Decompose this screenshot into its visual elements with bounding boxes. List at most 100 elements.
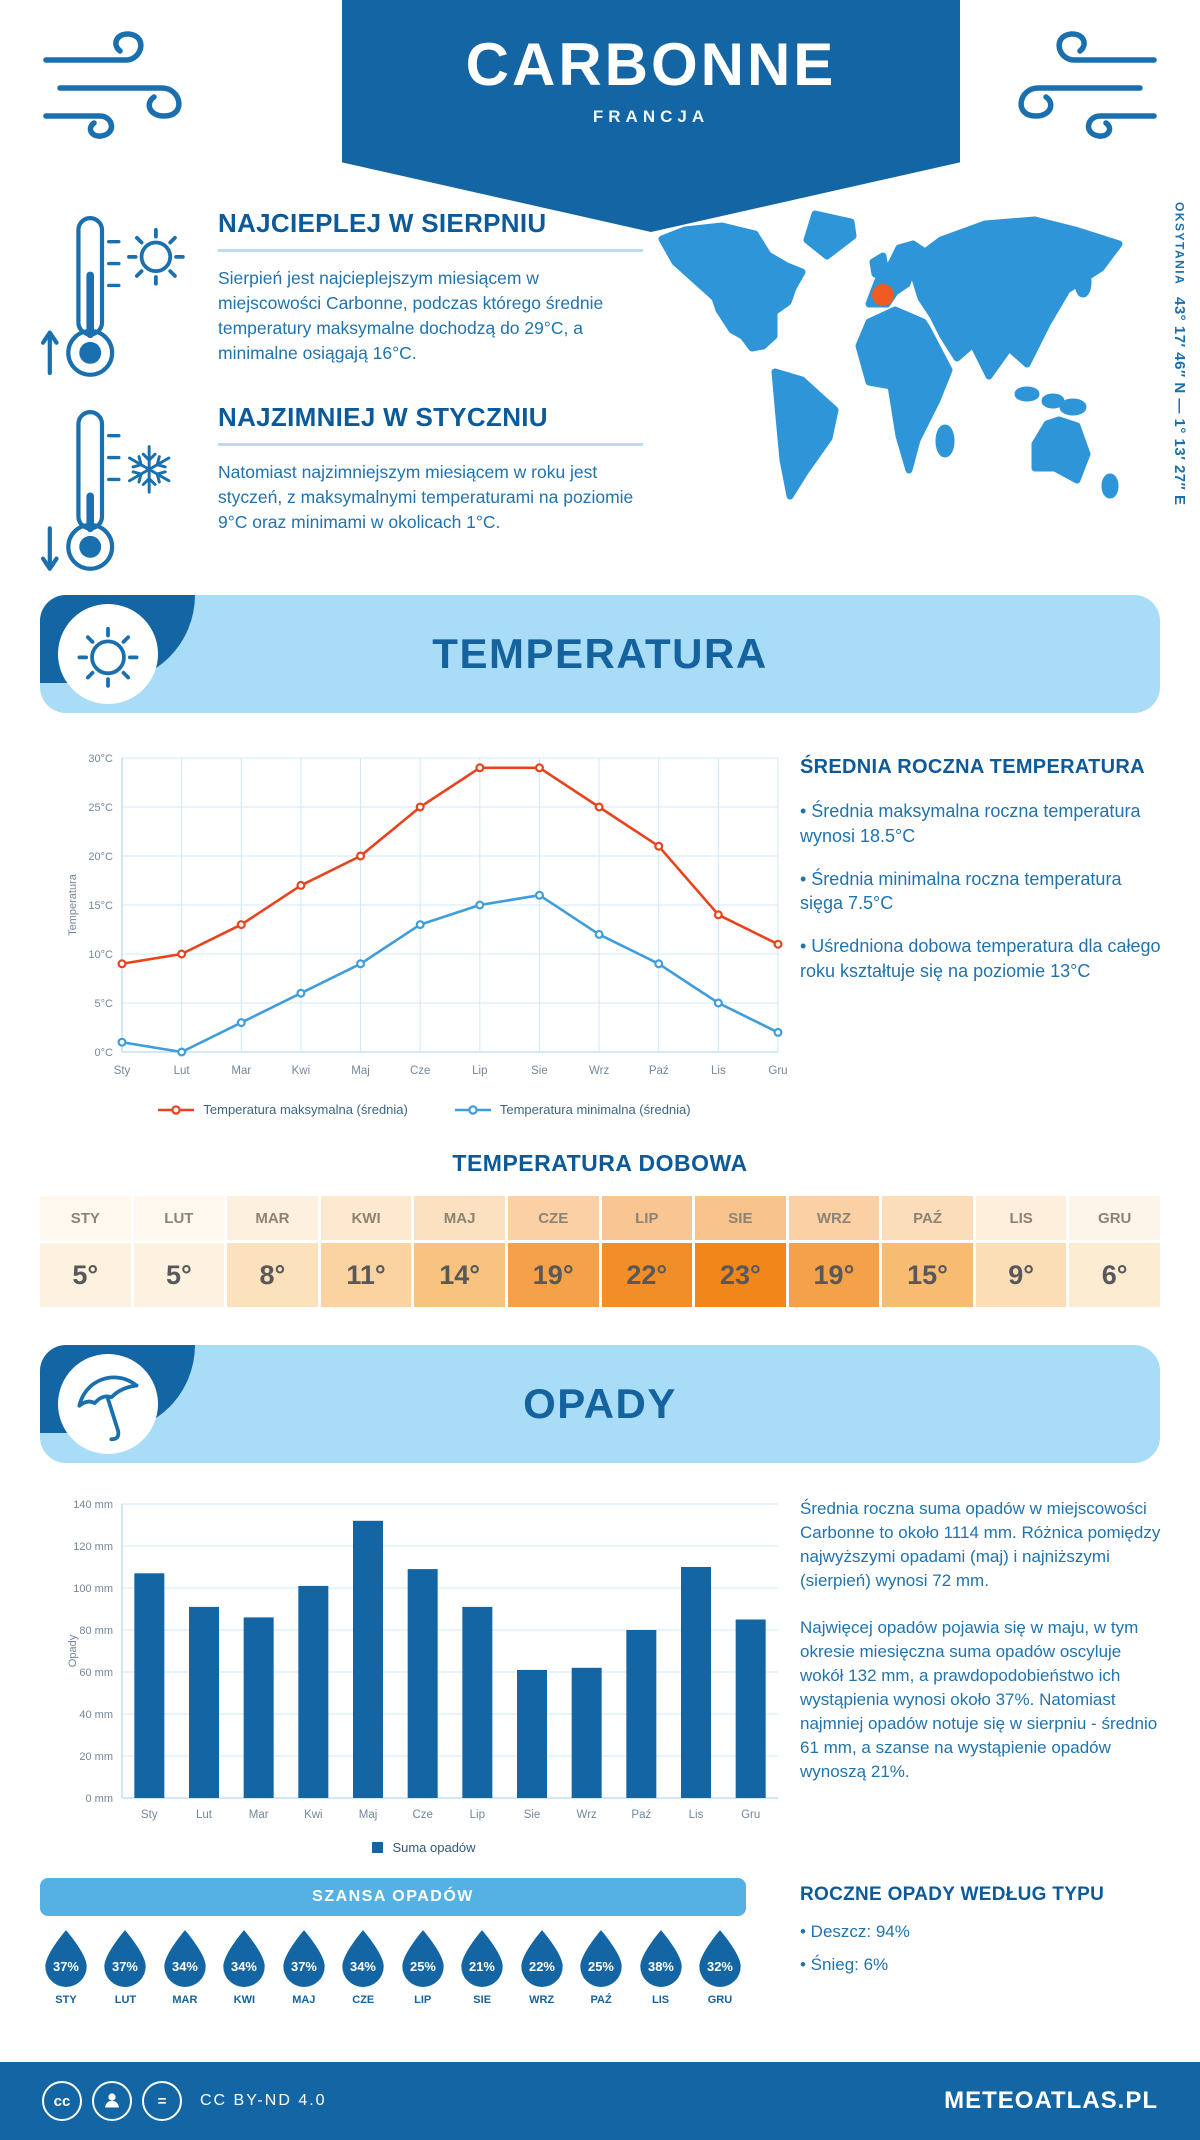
coldest-month-section: NAJZIMNIEJ W STYCZNIU Natomiast najzimni…	[218, 402, 643, 535]
precip-bar	[517, 1669, 547, 1798]
svg-text:120 mm: 120 mm	[73, 1541, 113, 1553]
precipitation-type-bullet: • Śnieg: 6%	[800, 1955, 889, 1975]
svg-text:Gru: Gru	[768, 1065, 787, 1077]
raindrop-icon: 37%	[104, 1930, 147, 1987]
chance-month-label: GRU	[707, 1994, 733, 2006]
daily-table-month: SIE	[695, 1196, 786, 1240]
precipitation-chart-legend: Suma opadów	[58, 1840, 790, 1855]
cold-heading: NAJZIMNIEJ W STYCZNIU	[218, 402, 643, 446]
daily-table-value: 19°	[507, 1243, 599, 1307]
svg-text:60 mm: 60 mm	[79, 1667, 113, 1679]
raindrop-icon: 34%	[342, 1930, 384, 1987]
legend-label: Temperatura maksymalna (średnia)	[203, 1102, 408, 1117]
cc-icon: cc	[42, 2081, 82, 2121]
wind-icon	[43, 31, 182, 139]
svg-text:Cze: Cze	[410, 1065, 430, 1077]
chance-month-label: LIP	[414, 1994, 432, 2006]
svg-text:Wrz: Wrz	[577, 1809, 597, 1821]
warm-body: Sierpień jest najcieplejszym miesiącem w…	[218, 268, 604, 363]
chance-drop-item: 37% MAJ	[278, 1928, 330, 2006]
svg-text:40 mm: 40 mm	[79, 1709, 113, 1721]
temperature-line-chart: 0°C 5°C 10°C 15°C 20°C 25°C 30°C Sty Lut Mar Kwi Ma…	[67, 753, 788, 1077]
precip-bar	[353, 1520, 383, 1798]
wind-icon	[1018, 31, 1157, 139]
svg-text:32%: 32%	[707, 1959, 733, 1974]
precipitation-type: ROCZNE OPADY WEDŁUG TYPU • Deszcz: 94% • …	[800, 1884, 1166, 1987]
chance-month-label: LUT	[114, 1994, 137, 2006]
svg-text:37%: 37%	[53, 1959, 79, 1974]
precipitation-chance-row: 37% STY 37% LUT 34% MAR 34% KWI 37% MAJ 34% CZE 25% L…	[40, 1928, 746, 2006]
svg-text:25%: 25%	[588, 1959, 614, 1974]
svg-text:Sie: Sie	[524, 1809, 541, 1821]
chance-month-label: WRZ	[529, 1994, 555, 2006]
chance-month-label: CZE	[352, 1994, 375, 2006]
page-title: CARBONNE	[465, 31, 837, 98]
precipitation-type-list: • Deszcz: 94% • Śnieg: 6%	[800, 1920, 1166, 1977]
raindrop-icon: 21%	[461, 1930, 503, 1987]
raindrop-icon: 37%	[45, 1930, 87, 1987]
legend-square	[372, 1842, 384, 1853]
precip-bar	[134, 1573, 165, 1798]
precipitation-bar-chart: 0 mm 20 mm 40 mm 60 mm 80 mm 100 mm 120 mm 140 …	[67, 1499, 778, 1821]
coordinates-label: 43° 17′ 46″ N — 1° 13′ 27″ E	[1171, 297, 1188, 506]
license-icons: cc =	[42, 2081, 182, 2121]
raindrop-icon: 25%	[402, 1930, 444, 1987]
precipitation-type-heading: ROCZNE OPADY WEDŁUG TYPU	[800, 1884, 1105, 1905]
daily-table-month: KWI	[320, 1196, 412, 1240]
svg-text:0 mm: 0 mm	[86, 1793, 114, 1805]
daily-table-month: LIS	[975, 1196, 1067, 1240]
raindrop-icon: 38%	[639, 1930, 682, 1987]
svg-text:Wrz: Wrz	[589, 1065, 609, 1077]
person-icon	[105, 2093, 119, 2108]
chance-month-label: LIS	[651, 1994, 670, 2006]
map-side-labels: OKSYTANIA 43° 17′ 46″ N — 1° 13′ 27″ E	[1171, 202, 1188, 538]
daily-table-month: PAŹ	[882, 1196, 973, 1240]
svg-text:20 mm: 20 mm	[79, 1751, 113, 1763]
svg-text:Maj: Maj	[359, 1809, 378, 1821]
svg-text:140 mm: 140 mm	[73, 1499, 113, 1511]
temperature-summary-heading: ŚREDNIA ROCZNA TEMPERATURA	[800, 756, 1145, 778]
umbrella-icon-circle	[58, 1354, 158, 1454]
svg-text:20°C: 20°C	[88, 851, 113, 863]
daily-table-month: MAJ	[414, 1196, 505, 1240]
chance-drop-item: 34% KWI	[218, 1928, 270, 2006]
daily-table-month: WRZ	[788, 1196, 880, 1240]
title-banner: CARBONNE FRANCJA	[342, 0, 960, 232]
svg-text:Lut: Lut	[196, 1809, 213, 1821]
cold-month-icon	[40, 409, 174, 571]
precip-bar	[626, 1630, 657, 1798]
daily-table-value: 19°	[788, 1243, 880, 1307]
daily-table-value: 22°	[601, 1243, 693, 1307]
chance-month-label: MAR	[172, 1994, 198, 2006]
sun-icon	[77, 626, 139, 688]
precipitation-paragraph: Średnia roczna suma opadów w miejscowośc…	[800, 1499, 1161, 1591]
svg-text:34%: 34%	[350, 1959, 376, 1974]
sun-icon-circle	[58, 604, 158, 704]
svg-text:34%: 34%	[172, 1959, 198, 1974]
chance-drop-item: 21% SIE	[456, 1928, 508, 2006]
chance-drop-item: 34% MAR	[159, 1928, 211, 2006]
daily-table-value: 6°	[1069, 1243, 1160, 1307]
daily-table-value: 5°	[40, 1243, 131, 1307]
chance-drop-item: 32% GRU	[694, 1928, 746, 2006]
svg-text:Temperatura: Temperatura	[67, 873, 79, 936]
page-subtitle: FRANCJA	[592, 107, 710, 126]
precip-bar	[735, 1619, 766, 1798]
temperature-banner: TEMPERATURA	[40, 595, 1160, 713]
daily-table-month: LUT	[133, 1196, 225, 1240]
svg-text:25%: 25%	[410, 1959, 436, 1974]
daily-table-month: LIP	[601, 1196, 693, 1240]
world-map	[658, 210, 1123, 500]
precipitation-banner-title: OPADY	[523, 1380, 677, 1427]
svg-text:22%: 22%	[529, 1959, 555, 1974]
raindrop-icon: 37%	[283, 1930, 325, 1987]
chance-drop-item: 38% LIS	[635, 1928, 687, 2006]
warm-month-icon	[40, 215, 185, 377]
svg-text:Sty: Sty	[114, 1065, 131, 1077]
precip-bar	[462, 1606, 493, 1798]
daily-table-value: 15°	[882, 1243, 973, 1307]
svg-text:Lip: Lip	[472, 1065, 487, 1077]
precipitation-text: Średnia roczna suma opadów w miejscowośc…	[800, 1497, 1168, 1806]
thermometer-icon	[66, 215, 121, 377]
